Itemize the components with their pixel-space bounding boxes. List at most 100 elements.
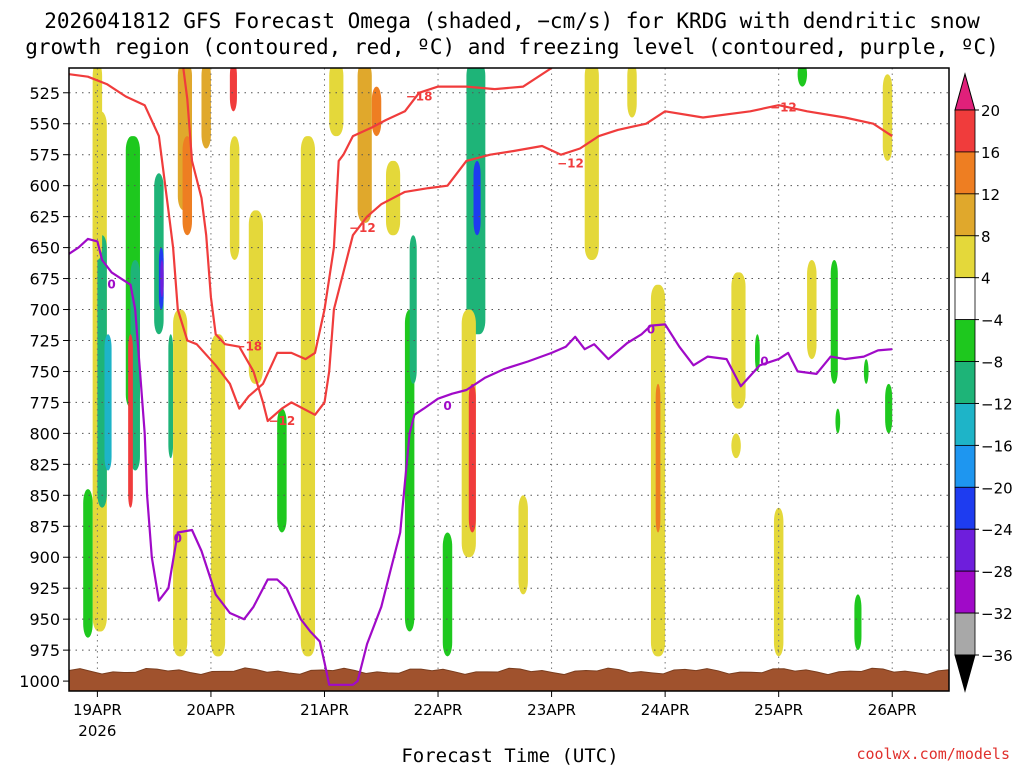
omega-cell <box>128 334 133 508</box>
contour-label: −18 <box>406 89 433 103</box>
x-tick-sublabel: 2026 <box>78 722 116 740</box>
contour-label: −12 <box>770 101 797 115</box>
omega-cell <box>797 68 808 87</box>
chart-title-line-1: 2026041812 GFS Forecast Omega (shaded, −… <box>44 9 980 33</box>
colorbar: 20 16 12 8 4 −4 −8 −12 −16 −20 −24 −28 −32 −36 <box>954 72 1013 693</box>
colorbar-tick-label: 16 <box>981 144 1000 162</box>
colorbar-segment <box>954 403 976 446</box>
omega-cell <box>655 383 661 533</box>
colorbar-tick-label: −32 <box>981 605 1013 623</box>
y-tick-label: 650 <box>29 239 60 258</box>
x-tick-label: 22APR <box>414 701 463 719</box>
omega-cell <box>882 74 893 161</box>
y-tick-label: 775 <box>29 393 60 412</box>
omega-cell <box>92 68 103 260</box>
colorbar-segment <box>954 528 976 572</box>
omega-cell <box>83 489 93 638</box>
colorbar-tick-label: 8 <box>981 228 991 246</box>
y-tick-label: 550 <box>29 115 60 134</box>
y-tick-label: 600 <box>29 177 60 196</box>
y-tick-label: 800 <box>29 424 60 443</box>
omega-cell <box>584 68 599 260</box>
contour-label: 0 <box>760 355 768 369</box>
omega-cell <box>173 309 188 657</box>
omega-cell <box>731 433 741 459</box>
colorbar-segment <box>954 235 976 279</box>
omega-cell <box>442 532 453 657</box>
colorbar-tick-label: −16 <box>981 437 1013 455</box>
colorbar-tick-label: −12 <box>981 395 1013 413</box>
x-axis-title: Forecast Time (UTC) <box>401 745 619 767</box>
plot-frame <box>68 67 950 692</box>
colorbar-tick-label: −4 <box>981 312 1003 330</box>
x-tick-label: 26APR <box>868 701 917 719</box>
omega-cell <box>773 507 784 657</box>
omega-cell <box>404 309 415 632</box>
x-tick-label: 24APR <box>641 701 690 719</box>
y-tick-label: 1000 <box>19 672 60 691</box>
axes: 525 550 575 600 625 650 675 700 725 750 775 800 825 8… <box>19 67 950 740</box>
y-tick-label: 575 <box>29 146 60 165</box>
contour-label: −12 <box>269 414 296 428</box>
terrain-surface <box>69 667 949 691</box>
omega-cell <box>329 68 344 137</box>
y-tick-label: 525 <box>29 84 60 103</box>
x-tick-label: 19APR <box>73 701 122 719</box>
contour-label: 0 <box>647 322 655 336</box>
colorbar-tick-label: 20 <box>981 102 1000 120</box>
y-tick-label: 975 <box>29 641 60 660</box>
x-tick-label: 21APR <box>300 701 349 719</box>
plot-background <box>69 68 949 691</box>
omega-cell <box>409 235 417 384</box>
omega-cell <box>518 495 528 595</box>
y-tick-label: 900 <box>29 548 60 567</box>
colorbar-segment <box>954 486 976 530</box>
colorbar-tick-label: −20 <box>981 479 1013 497</box>
y-tick-label: 725 <box>29 331 60 350</box>
contour-label: 0 <box>107 278 115 292</box>
omega-cell <box>357 68 372 223</box>
colorbar-segment <box>954 444 976 488</box>
y-tick-label: 675 <box>29 270 60 289</box>
x-tick-label: 23APR <box>527 701 576 719</box>
contour-label: −12 <box>349 221 376 235</box>
dgz-contour <box>69 68 553 410</box>
colorbar-segment <box>954 612 976 656</box>
colorbar-segment <box>954 361 976 404</box>
y-tick-label: 700 <box>29 301 60 320</box>
chart-title-line-2: growth region (contoured, red, ºC) and f… <box>25 35 999 59</box>
y-tick-label: 875 <box>29 517 60 536</box>
x-tick-label: 25APR <box>754 701 803 719</box>
colorbar-segment <box>954 319 976 362</box>
omega-cell <box>885 383 893 434</box>
plot-area <box>69 68 949 691</box>
omega-cell <box>473 160 481 236</box>
colorbar-segment <box>954 193 976 237</box>
contour-lines <box>69 68 893 686</box>
colorbar-tick-label: −24 <box>981 521 1013 539</box>
freezing-level-contour <box>69 237 893 686</box>
y-tick-label: 950 <box>29 610 60 629</box>
colorbar-over-arrow <box>954 72 976 111</box>
contour-label: −12 <box>557 156 584 170</box>
colorbar-segment <box>954 151 976 195</box>
omega-cell <box>160 259 164 298</box>
omega-cell <box>277 408 287 533</box>
contour-label: 0 <box>443 399 451 413</box>
contour-label: −18 <box>235 340 262 354</box>
omega-cell <box>300 136 316 657</box>
omega-cell <box>229 68 237 112</box>
colorbar-segment <box>954 277 976 321</box>
terrain-fill <box>69 667 949 691</box>
colorbar-tick-label: −36 <box>981 647 1013 665</box>
omega-cell <box>210 334 226 657</box>
y-tick-label: 625 <box>29 208 60 227</box>
omega-cell <box>835 408 841 434</box>
dgz-contour <box>182 68 893 423</box>
colorbar-tick-label: −28 <box>981 563 1013 581</box>
omega-cell <box>168 334 174 459</box>
omega-cell <box>854 594 862 651</box>
omega-cell <box>248 210 263 384</box>
